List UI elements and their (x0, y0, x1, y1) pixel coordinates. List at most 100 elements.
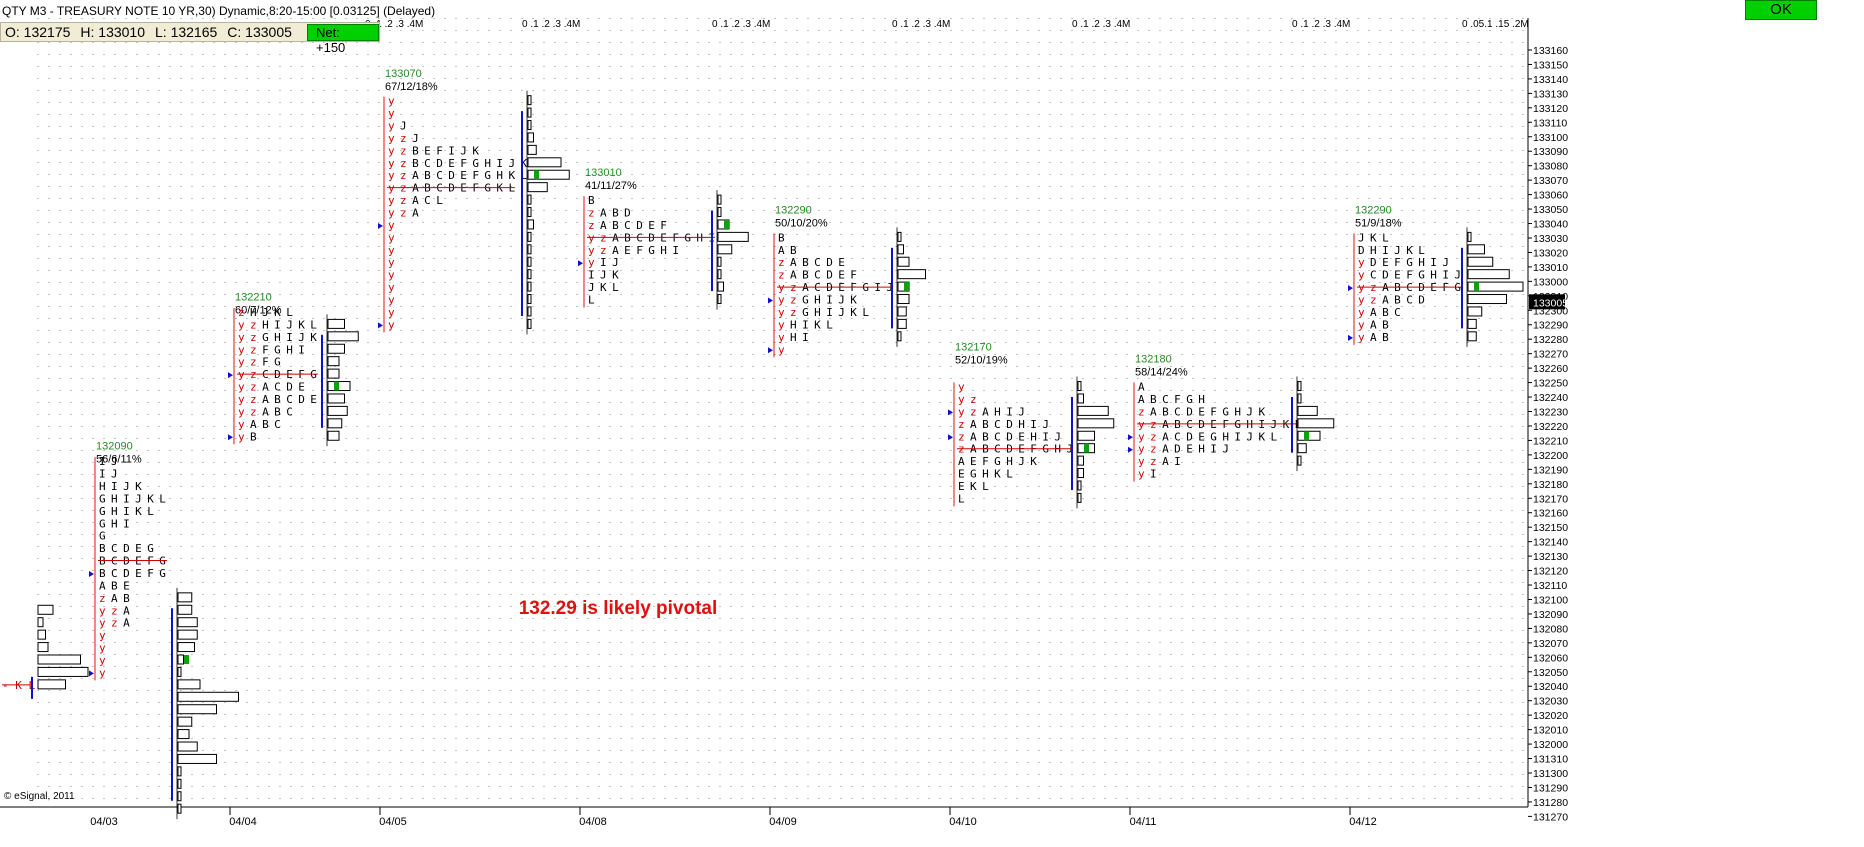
tpo-row: y (388, 294, 395, 307)
tpo-letter: z (958, 430, 970, 443)
volume-bar (177, 617, 198, 628)
tpo-row: y z J (388, 132, 418, 145)
tpo-letter: A (262, 393, 274, 406)
tpo-letter: J (298, 331, 310, 344)
profile-stats-label: 51/9/18% (1355, 218, 1402, 230)
tpo-letter: z (1370, 294, 1382, 307)
tpo-letter: E (448, 157, 460, 170)
tpo-letter: y (388, 169, 400, 182)
tpo-letter: I (588, 269, 600, 282)
tpo-letter: C (994, 418, 1006, 431)
tpo-letter: y (388, 207, 400, 220)
y-tick-label: 132030 (1533, 696, 1568, 708)
tpo-letter: J (123, 480, 135, 493)
tpo-letter: B (1150, 393, 1162, 406)
tpo-row: y J (388, 120, 406, 133)
volume-scale-label: 0 .1 .2 .3 .4M (1072, 19, 1130, 30)
tpo-letter: F (436, 144, 448, 157)
volume-bar (527, 269, 532, 280)
tpo-letter: z (400, 157, 412, 170)
tpo-letter: z (1150, 455, 1162, 468)
tpo-letter: A (1138, 381, 1145, 394)
volume-bar (1297, 405, 1318, 416)
y-tick-label: 133050 (1533, 204, 1568, 216)
tpo-row: y z B C D E F G H I J K (388, 157, 528, 170)
tpo-letter: F (147, 567, 159, 580)
tpo-row: y (388, 318, 395, 331)
volume-bar (527, 182, 548, 193)
volume-scale-label: 0 .05.1 .15 .2M (1462, 19, 1529, 30)
tpo-letter: K (472, 144, 479, 157)
y-tick-label: 133010 (1533, 262, 1568, 274)
volume-bar (177, 704, 217, 715)
high-value: H: 133010 (80, 24, 145, 40)
ok-button[interactable]: OK (1745, 0, 1817, 20)
volume-bar (1077, 405, 1109, 416)
marker-triangle (228, 372, 233, 379)
volume-bar (177, 666, 182, 677)
tpo-letter: J (1454, 269, 1460, 282)
tpo-row: y (388, 281, 395, 294)
tpo-letter: H (1198, 443, 1210, 456)
tpo-row: y (388, 107, 395, 120)
tpo-letter: H (111, 517, 123, 530)
tpo-letter: D (826, 269, 838, 282)
x-tick-label: 04/03 (90, 816, 118, 828)
pivotal-annotation: 132.29 is likely pivotal (519, 598, 718, 619)
marker-triangle (378, 222, 383, 229)
volume-bar (527, 120, 532, 131)
tpo-row: y z G H I J K L (778, 306, 869, 319)
volume-bar (1467, 231, 1472, 242)
tpo-row: y A B C (238, 418, 280, 431)
tpo-letter: y (388, 120, 400, 133)
tpo-row: y z A D E H I J (1138, 443, 1228, 456)
marker-triangle (1128, 434, 1133, 441)
tpo-letter: J (412, 132, 418, 145)
tpo-letter: C (111, 542, 123, 555)
volume-bar (1077, 393, 1084, 404)
tpo-row: G H I K L (99, 505, 154, 518)
tpo-letter: y (238, 318, 250, 331)
tpo-letter: y (778, 318, 790, 331)
tpo-letter: y (778, 294, 790, 307)
tpo-letter: D (826, 256, 838, 269)
tpo-row: G (99, 530, 105, 543)
volume-bar (717, 269, 722, 280)
tpo-row: y z A H I J (958, 405, 1024, 418)
tpo-letter: z (250, 356, 262, 369)
tpo-letter: y (238, 381, 250, 394)
volume-bar (717, 207, 722, 218)
tpo-letter: y (388, 256, 395, 269)
volume-bar (897, 269, 926, 280)
tpo-letter: z (111, 604, 123, 617)
tpo-letter: y (388, 231, 395, 244)
tpo-row: z A B C D H I J (958, 418, 1048, 431)
tpo-letter: G (1406, 256, 1418, 269)
tpo-letter: A (790, 256, 802, 269)
tpo-letter: H (1370, 244, 1382, 257)
tpo-letter: y (388, 95, 395, 108)
tpo-letter: y (388, 132, 400, 145)
tpo-letter: I (99, 468, 111, 481)
y-tick-label: 132090 (1533, 609, 1568, 621)
volume-bar (527, 281, 532, 292)
tpo-letter: I (448, 144, 460, 157)
tpo-letter: B (982, 430, 994, 443)
y-tick-label: 133060 (1533, 190, 1568, 202)
tpo-letter: y (1358, 256, 1370, 269)
profile-price-label: 132210 (235, 292, 272, 304)
tpo-letter: z (588, 219, 600, 232)
tpo-letter: K (994, 468, 1006, 481)
y-tick-label: 132050 (1533, 667, 1568, 679)
tpo-letter: z (970, 405, 982, 418)
tpo-letter: E (958, 468, 970, 481)
y-tick-label: 132100 (1533, 594, 1568, 606)
tpo-letter: K (612, 269, 619, 282)
tpo-letter: H (814, 306, 826, 319)
volume-bar (527, 194, 532, 205)
tpo-letter: J (135, 492, 147, 505)
tpo-letter: C (814, 256, 826, 269)
tpo-letter: A (982, 405, 994, 418)
volume-bar (177, 778, 182, 789)
